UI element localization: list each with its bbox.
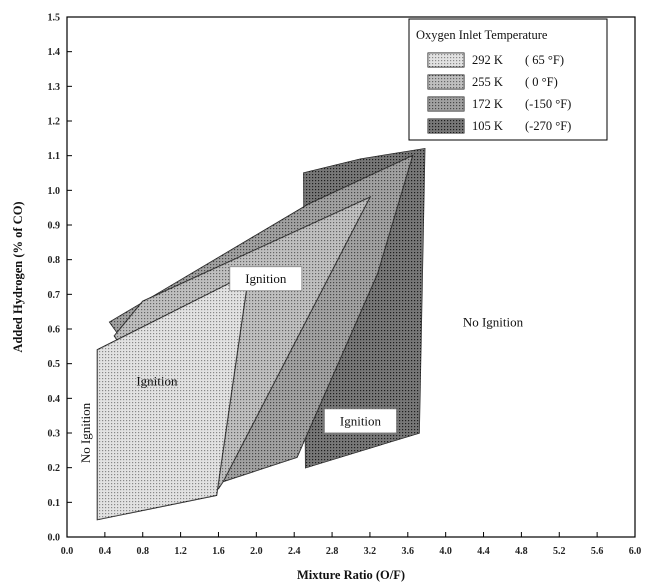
legend-label-k: 292 K [472, 53, 503, 67]
x-tick-label: 3.6 [402, 546, 415, 557]
legend-label-k: 172 K [472, 97, 503, 111]
annotation-text: Ignition [136, 374, 178, 389]
y-tick-label: 0.1 [48, 498, 61, 509]
y-tick-label: 1.3 [48, 82, 61, 93]
annotation-text: No Ignition [463, 315, 524, 330]
annotation-0: Ignition [229, 266, 303, 292]
x-tick-label: 5.6 [591, 546, 604, 557]
legend-title: Oxygen Inlet Temperature [416, 28, 548, 42]
y-tick-label: 0.5 [48, 359, 61, 370]
x-tick-label: 3.2 [364, 546, 377, 557]
x-tick-label: 4.0 [439, 546, 452, 557]
x-tick-label: 4.8 [515, 546, 528, 557]
x-tick-label: 5.2 [553, 546, 566, 557]
x-tick-label: 2.8 [326, 546, 339, 557]
annotation-1: Ignition [136, 374, 178, 389]
y-tick-label: 0.4 [48, 394, 61, 405]
annotation-2: Ignition [324, 408, 397, 434]
legend-item: 255 K ( 0 °F) [427, 74, 558, 90]
annotation-text: Ignition [245, 271, 287, 286]
x-tick-label: 1.2 [174, 546, 187, 557]
legend-label-k: 255 K [472, 75, 503, 89]
x-tick-label: 0.0 [61, 546, 74, 557]
legend: Oxygen Inlet Temperature 292 K ( 65 °F) 25… [408, 18, 608, 141]
y-tick-label: 1.4 [48, 47, 61, 58]
legend-label-f: (-270 °F) [525, 119, 571, 133]
annotation-4: No Ignition [78, 402, 93, 463]
annotations: Ignition Ignition Ignition No Ignition No Ig… [78, 266, 524, 463]
legend-label-f: ( 65 °F) [525, 53, 564, 67]
legend-item: 172 K (-150 °F) [427, 96, 571, 112]
x-tick-label: 0.4 [99, 546, 112, 557]
legend-label-k: 105 K [472, 119, 503, 133]
plot-frame [66, 16, 636, 538]
legend-item: 105 K (-270 °F) [427, 118, 571, 134]
y-tick-label: 0.0 [48, 533, 61, 544]
x-tick-label: 0.8 [136, 546, 149, 557]
x-tick-label: 2.4 [288, 546, 301, 557]
y-tick-label: 1.1 [48, 151, 61, 162]
legend-swatch-texture [428, 119, 464, 133]
y-tick-label: 0.8 [48, 255, 61, 266]
y-tick-label: 0.2 [48, 463, 61, 474]
annotation-box [229, 266, 303, 292]
x-ticks: 0.0 0.4 0.8 1.2 1.6 2.0 2.4 2.8 3.2 3.6 4.0 4.4 4.8 5… [61, 532, 642, 557]
x-tick-label: 1.6 [212, 546, 225, 557]
annotation-text: Ignition [340, 413, 382, 428]
y-tick-label: 0.3 [48, 429, 61, 440]
legend-swatch-texture [428, 75, 464, 89]
y-tick-label: 0.7 [48, 290, 61, 301]
legend-label-f: (-150 °F) [525, 97, 571, 111]
y-axis-label: Added Hydrogen (% of CO) [11, 201, 25, 352]
x-tick-label: 6.0 [629, 546, 642, 557]
y-tick-label: 1.0 [48, 186, 61, 197]
x-axis-label: Mixture Ratio (O/F) [297, 568, 405, 582]
annotation-3: No Ignition [463, 315, 524, 330]
y-tick-label: 0.9 [48, 221, 61, 232]
legend-label-f: ( 0 °F) [525, 75, 558, 89]
chart-areas [96, 147, 426, 521]
y-tick-label: 1.5 [48, 13, 61, 24]
legend-swatch-texture [428, 97, 464, 111]
x-tick-label: 2.0 [250, 546, 263, 557]
series-texture-3 [97, 273, 249, 520]
y-tick-label: 0.6 [48, 325, 61, 336]
legend-item: 292 K ( 65 °F) [427, 52, 564, 68]
chart-axes [66, 16, 636, 538]
y-ticks: 0.0 0.1 0.2 0.3 0.4 0.5 0.6 0.7 0.8 0.9 1.0 1.1 1.2 1… [48, 13, 72, 544]
x-tick-label: 4.4 [477, 546, 490, 557]
y-tick-label: 1.2 [48, 117, 61, 128]
legend-swatch-texture [428, 53, 464, 67]
annotation-text: No Ignition [78, 402, 93, 463]
annotation-box [324, 408, 397, 434]
